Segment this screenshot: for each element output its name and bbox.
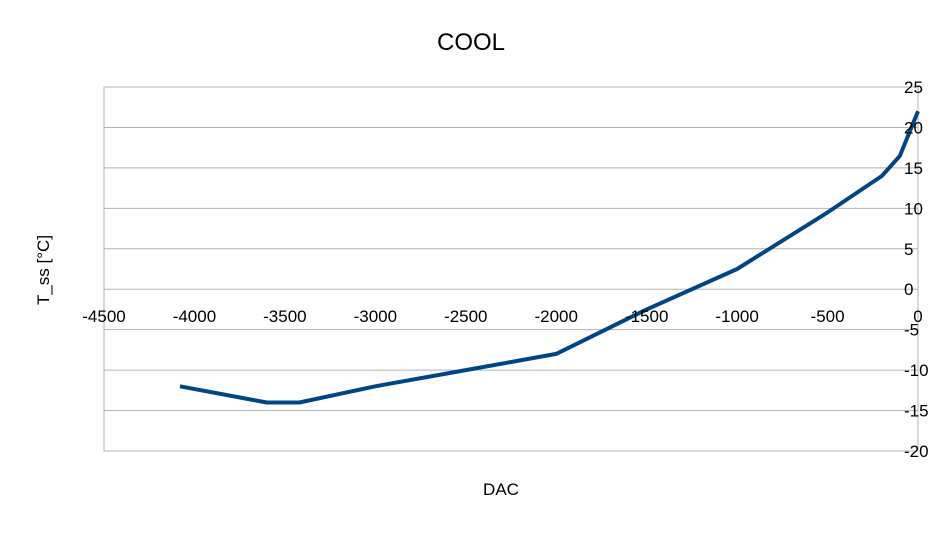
- x-tick-label: -2500: [444, 307, 487, 326]
- y-tick-label: 15: [904, 159, 923, 178]
- x-tick-label: -2000: [534, 307, 577, 326]
- y-tick-label: 5: [904, 240, 913, 259]
- x-tick-labels: -4500 -4000 -3500 -3000 -2500 -2000 -1500 -1000…: [82, 307, 922, 326]
- y-tick-label: 10: [904, 199, 923, 218]
- y-tick-label: -10: [904, 361, 929, 380]
- x-tick-label: 0: [913, 307, 922, 326]
- x-axis-label: DAC: [483, 480, 519, 499]
- x-tick-label: -1000: [715, 307, 758, 326]
- y-tick-label: -15: [904, 402, 929, 421]
- x-tick-label: -3500: [263, 307, 306, 326]
- x-tick-label: -4000: [173, 307, 216, 326]
- x-tick-label: -500: [811, 307, 845, 326]
- y-tick-label: -5: [904, 321, 919, 340]
- x-tick-label: -4500: [82, 307, 125, 326]
- chart-title: COOL: [437, 29, 505, 56]
- y-axis-label: T_ss [°C]: [34, 235, 53, 305]
- y-tick-label: 0: [904, 280, 913, 299]
- plot-frame: [103, 86, 919, 452]
- x-tick-label: -1500: [625, 307, 668, 326]
- series-line: [179, 110, 920, 405]
- x-tick-label: -3000: [354, 307, 397, 326]
- y-tick-label: -20: [904, 442, 929, 461]
- y-tick-label: 25: [904, 78, 923, 97]
- y-tick-label: 20: [904, 118, 923, 137]
- series-layer: [179, 110, 920, 405]
